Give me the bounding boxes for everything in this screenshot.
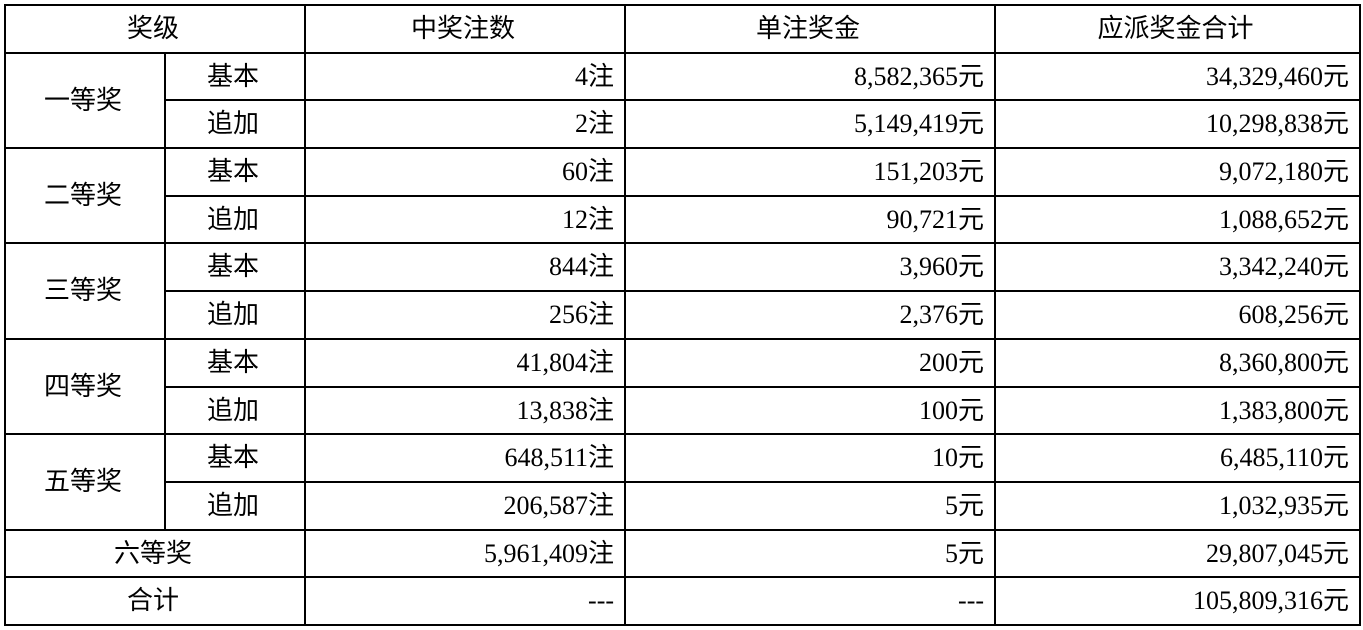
cell-per: 8,582,365元	[625, 53, 995, 101]
lottery-prize-table: 奖级 中奖注数 单注奖金 应派奖金合计 一等奖 基本 4注 8,582,365元…	[4, 4, 1361, 626]
table-row: 四等奖 基本 41,804注 200元 8,360,800元	[5, 339, 1360, 387]
cell-bets: 206,587注	[305, 482, 625, 530]
cell-total: 1,088,652元	[995, 196, 1360, 244]
cell-bets: 256注	[305, 291, 625, 339]
table-row-total: 合计 --- --- 105,809,316元	[5, 577, 1360, 625]
cell-per: 151,203元	[625, 148, 995, 196]
table-row: 追加 2注 5,149,419元 10,298,838元	[5, 100, 1360, 148]
cell-total: 34,329,460元	[995, 53, 1360, 101]
tier-name-sixth: 六等奖	[5, 530, 305, 578]
cell-total: 8,360,800元	[995, 339, 1360, 387]
tier-name: 三等奖	[5, 243, 165, 338]
cell-bets: 12注	[305, 196, 625, 244]
sub-basic: 基本	[165, 339, 305, 387]
cell-per: 2,376元	[625, 291, 995, 339]
cell-per: 200元	[625, 339, 995, 387]
cell-per: 5元	[625, 482, 995, 530]
sub-addon: 追加	[165, 196, 305, 244]
sub-addon: 追加	[165, 482, 305, 530]
cell-total: 9,072,180元	[995, 148, 1360, 196]
cell-total: 10,298,838元	[995, 100, 1360, 148]
sub-addon: 追加	[165, 387, 305, 435]
cell-per: ---	[625, 577, 995, 625]
cell-per: 100元	[625, 387, 995, 435]
cell-total: 105,809,316元	[995, 577, 1360, 625]
table-row: 一等奖 基本 4注 8,582,365元 34,329,460元	[5, 53, 1360, 101]
cell-bets: 41,804注	[305, 339, 625, 387]
cell-total: 3,342,240元	[995, 243, 1360, 291]
table-row: 追加 13,838注 100元 1,383,800元	[5, 387, 1360, 435]
header-per-bet-prize: 单注奖金	[625, 5, 995, 53]
sub-basic: 基本	[165, 434, 305, 482]
cell-per: 10元	[625, 434, 995, 482]
header-winning-bets: 中奖注数	[305, 5, 625, 53]
cell-bets: 5,961,409注	[305, 530, 625, 578]
cell-bets: ---	[305, 577, 625, 625]
header-prize-level: 奖级	[5, 5, 305, 53]
cell-per: 90,721元	[625, 196, 995, 244]
cell-bets: 2注	[305, 100, 625, 148]
tier-name: 四等奖	[5, 339, 165, 434]
tier-name: 五等奖	[5, 434, 165, 529]
cell-total: 1,383,800元	[995, 387, 1360, 435]
table-row: 三等奖 基本 844注 3,960元 3,342,240元	[5, 243, 1360, 291]
table-row: 二等奖 基本 60注 151,203元 9,072,180元	[5, 148, 1360, 196]
table-row-sixth: 六等奖 5,961,409注 5元 29,807,045元	[5, 530, 1360, 578]
sub-basic: 基本	[165, 243, 305, 291]
tier-name: 一等奖	[5, 53, 165, 148]
table-row: 追加 206,587注 5元 1,032,935元	[5, 482, 1360, 530]
table-header-row: 奖级 中奖注数 单注奖金 应派奖金合计	[5, 5, 1360, 53]
cell-bets: 648,511注	[305, 434, 625, 482]
tier-name: 二等奖	[5, 148, 165, 243]
cell-total: 608,256元	[995, 291, 1360, 339]
header-total-prize: 应派奖金合计	[995, 5, 1360, 53]
cell-bets: 13,838注	[305, 387, 625, 435]
cell-total: 6,485,110元	[995, 434, 1360, 482]
cell-bets: 4注	[305, 53, 625, 101]
sub-addon: 追加	[165, 291, 305, 339]
cell-per: 3,960元	[625, 243, 995, 291]
cell-total: 29,807,045元	[995, 530, 1360, 578]
table-row: 追加 256注 2,376元 608,256元	[5, 291, 1360, 339]
table-row: 五等奖 基本 648,511注 10元 6,485,110元	[5, 434, 1360, 482]
totals-label: 合计	[5, 577, 305, 625]
cell-per: 5元	[625, 530, 995, 578]
cell-bets: 844注	[305, 243, 625, 291]
sub-addon: 追加	[165, 100, 305, 148]
table-row: 追加 12注 90,721元 1,088,652元	[5, 196, 1360, 244]
cell-bets: 60注	[305, 148, 625, 196]
sub-basic: 基本	[165, 148, 305, 196]
cell-total: 1,032,935元	[995, 482, 1360, 530]
sub-basic: 基本	[165, 53, 305, 101]
cell-per: 5,149,419元	[625, 100, 995, 148]
